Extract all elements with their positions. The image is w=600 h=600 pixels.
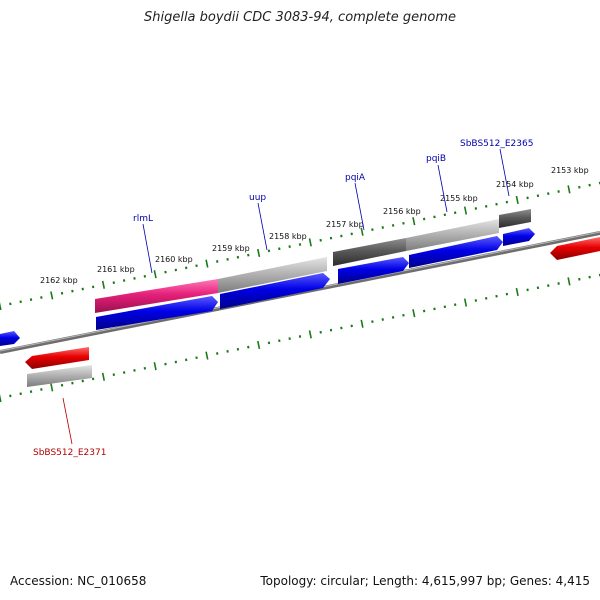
major-tick [567, 277, 571, 286]
major-tick [257, 340, 261, 350]
forward-cds-arrow [96, 296, 218, 330]
label-leader-line [354, 182, 365, 231]
major-tick [0, 302, 2, 311]
major-tick [515, 195, 519, 205]
inner-tick-ring [0, 273, 600, 403]
gene-pink-feature [95, 279, 218, 313]
gene-gray-feature [27, 365, 92, 387]
label-leader-line [257, 202, 268, 251]
major-tick [153, 362, 157, 371]
tick-label: 2159 kbp [212, 244, 250, 253]
major-tick [515, 287, 519, 297]
forward-cds-arrow [503, 228, 535, 246]
gene-label: pqiB [426, 154, 446, 164]
major-tick [0, 394, 2, 403]
major-tick [360, 319, 364, 328]
forward-cds-arrow [338, 257, 409, 284]
major-tick [101, 372, 106, 381]
forward-cds-arrow [220, 273, 330, 309]
accession-text: Accession: NC_010658 [10, 574, 147, 588]
major-tick [412, 309, 416, 318]
major-tick [50, 383, 54, 392]
gene-label: pqiA [345, 173, 366, 183]
forward-cds-arrow [0, 331, 20, 346]
label-leader-line [437, 164, 448, 213]
gene-label: SbBS512_E2365 [460, 139, 533, 149]
tick-label: 2161 kbp [97, 265, 135, 274]
tick-label: 2155 kbp [440, 194, 478, 203]
major-tick [308, 330, 312, 339]
gene-label: rlmL [133, 214, 153, 224]
gene-label: SbBS512_E2371 [33, 448, 106, 458]
major-tick [101, 280, 106, 289]
gene-label: uup [249, 193, 266, 203]
major-tick [205, 259, 209, 268]
forward-cds-arrow [409, 236, 503, 268]
major-tick [153, 270, 157, 279]
gene-gray-feature [218, 257, 327, 293]
major-tick [463, 298, 468, 307]
tick-label: 2153 kbp [551, 166, 589, 175]
major-tick [257, 248, 261, 258]
outer-tick-ring [0, 181, 600, 311]
major-tick [205, 351, 209, 360]
tick-label: 2157 kbp [326, 220, 364, 229]
major-tick [308, 238, 312, 247]
gene-dark-feature [333, 238, 406, 266]
label-leader-line [499, 148, 510, 197]
tick-label: 2160 kbp [155, 255, 193, 264]
major-tick [360, 227, 364, 236]
map-title: Shigella boydii CDC 3083-94, complete ge… [143, 10, 457, 25]
genome-info-text: Topology: circular; Length: 4,615,997 bp… [260, 574, 590, 588]
reverse-cds-arrow [25, 347, 89, 369]
tick-label: 2156 kbp [383, 207, 421, 216]
gene-dark-feature [499, 209, 531, 228]
major-tick [412, 217, 416, 226]
major-tick [567, 185, 571, 194]
gene-gray-feature [406, 219, 499, 251]
label-leader-line [62, 397, 73, 445]
major-tick [463, 206, 468, 215]
tick-label: 2154 kbp [496, 180, 534, 189]
reverse-cds-arrow [550, 237, 600, 260]
tick-label: 2162 kbp [40, 276, 78, 285]
label-leader-line [142, 223, 153, 274]
tick-label: 2158 kbp [269, 232, 307, 241]
major-tick [50, 291, 54, 300]
